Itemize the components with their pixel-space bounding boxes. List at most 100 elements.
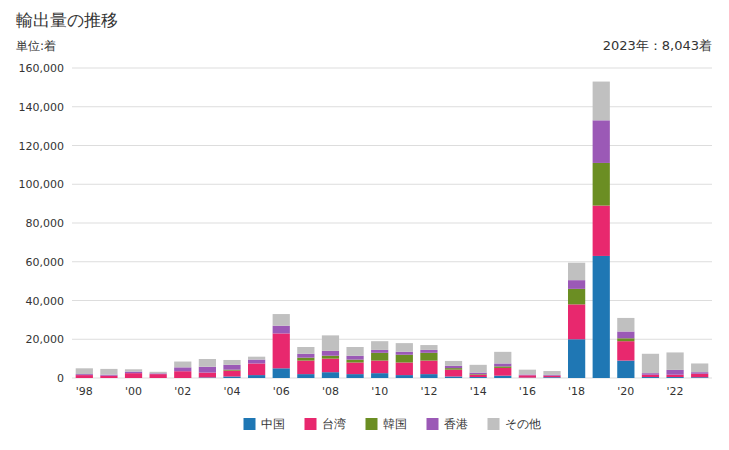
bar-segment xyxy=(346,347,363,356)
bar-segment xyxy=(396,355,413,363)
bar-segment xyxy=(593,120,610,163)
bar-segment xyxy=(100,376,117,378)
bar-segment xyxy=(445,361,462,366)
bar-segment xyxy=(445,376,462,378)
bar-segment xyxy=(248,357,265,360)
bar-segment xyxy=(174,362,191,368)
bar-segment xyxy=(322,372,339,378)
bar-segment xyxy=(593,206,610,256)
bar-segment xyxy=(543,375,560,376)
legend-label: その他 xyxy=(505,417,541,431)
bar-segment xyxy=(150,374,167,375)
bar-segment xyxy=(125,369,142,371)
legend-item: その他 xyxy=(488,417,541,431)
bar-segment xyxy=(568,263,585,280)
legend-label: 韓国 xyxy=(383,417,407,431)
bar-segment xyxy=(593,82,610,121)
bar-segment xyxy=(297,354,314,358)
bar-segment xyxy=(125,372,142,374)
bar-segment xyxy=(371,373,388,378)
bar-segment xyxy=(519,370,536,375)
bar-segment xyxy=(642,373,659,375)
bar-segment xyxy=(617,338,634,341)
bar-segment xyxy=(642,375,659,377)
bar-segment xyxy=(76,375,93,376)
bar-segment xyxy=(248,363,265,375)
bar-segment xyxy=(494,368,511,376)
bar-segment xyxy=(273,326,290,334)
bar-segment xyxy=(322,359,339,373)
bar-segment xyxy=(223,371,240,377)
grid-line xyxy=(72,184,712,185)
bar-segment xyxy=(494,366,511,368)
legend-label: 中国 xyxy=(261,417,285,431)
bar-segment xyxy=(396,343,413,352)
y-tick-label: 80,000 xyxy=(26,217,65,230)
bar-segment xyxy=(445,370,462,377)
bar-segment xyxy=(371,361,388,374)
bar-segment xyxy=(691,374,708,377)
x-tick-label: '18 xyxy=(568,385,585,398)
x-tick-label: '02 xyxy=(174,385,191,398)
bar-segment xyxy=(223,376,240,378)
grid-line xyxy=(72,223,712,224)
bar-segment xyxy=(617,341,634,360)
annotation: 2023年：8,043着 xyxy=(603,38,712,53)
legend: 中国台湾韓国香港その他 xyxy=(244,417,541,431)
bar-segment xyxy=(593,256,610,378)
bar-segment xyxy=(420,361,437,375)
bar-segment xyxy=(691,372,708,374)
bar-segment xyxy=(297,374,314,378)
bar-segment xyxy=(568,280,585,289)
bar-segment xyxy=(174,371,191,378)
bar-segment xyxy=(322,351,339,356)
bar-segment xyxy=(174,367,191,371)
bar-segment xyxy=(150,372,167,374)
bar-segment xyxy=(273,368,290,378)
bar-segment xyxy=(420,353,437,361)
bar-segment xyxy=(420,374,437,378)
x-tick-label: '10 xyxy=(371,385,388,398)
bars xyxy=(76,82,709,378)
legend-swatch xyxy=(305,418,317,430)
legend-item: 台湾 xyxy=(305,417,346,431)
x-axis: '98'00'02'04'06'08'10'12'14'16'18'20'22 xyxy=(76,385,684,398)
y-tick-label: 60,000 xyxy=(26,256,65,269)
x-tick-label: '20 xyxy=(617,385,634,398)
bar-segment xyxy=(494,376,511,378)
title: 輸出量の推移 xyxy=(16,10,118,30)
y-tick-label: 0 xyxy=(57,372,64,385)
legend-swatch xyxy=(366,418,378,430)
bar-segment xyxy=(568,289,585,305)
background xyxy=(0,0,729,450)
bar-segment xyxy=(100,369,117,375)
y-tick-label: 20,000 xyxy=(26,333,65,346)
bar-segment xyxy=(199,359,216,367)
x-tick-label: '08 xyxy=(322,385,339,398)
bar-segment xyxy=(125,373,142,378)
legend-item: 中国 xyxy=(244,417,285,431)
y-tick-label: 120,000 xyxy=(19,140,65,153)
bar-segment xyxy=(396,363,413,376)
x-tick-label: '98 xyxy=(76,385,93,398)
y-tick-label: 100,000 xyxy=(19,178,65,191)
grid-line xyxy=(72,378,712,379)
subtitle: 単位:着 xyxy=(16,39,56,53)
bar-segment xyxy=(346,356,363,360)
x-tick-label: '14 xyxy=(470,385,487,398)
bar-segment xyxy=(322,335,339,351)
bar-segment xyxy=(519,375,536,376)
bar-segment xyxy=(199,373,216,378)
grid-line xyxy=(72,106,712,107)
bar-segment xyxy=(568,304,585,339)
bar-segment xyxy=(617,332,634,339)
bar-segment xyxy=(371,350,388,353)
grid-line xyxy=(72,261,712,262)
grid-line xyxy=(72,300,712,301)
bar-segment xyxy=(223,365,240,370)
bar-segment xyxy=(593,163,610,206)
bar-segment xyxy=(617,318,634,332)
bar-segment xyxy=(273,314,290,326)
bar-segment xyxy=(642,354,659,373)
bar-segment xyxy=(273,333,290,368)
